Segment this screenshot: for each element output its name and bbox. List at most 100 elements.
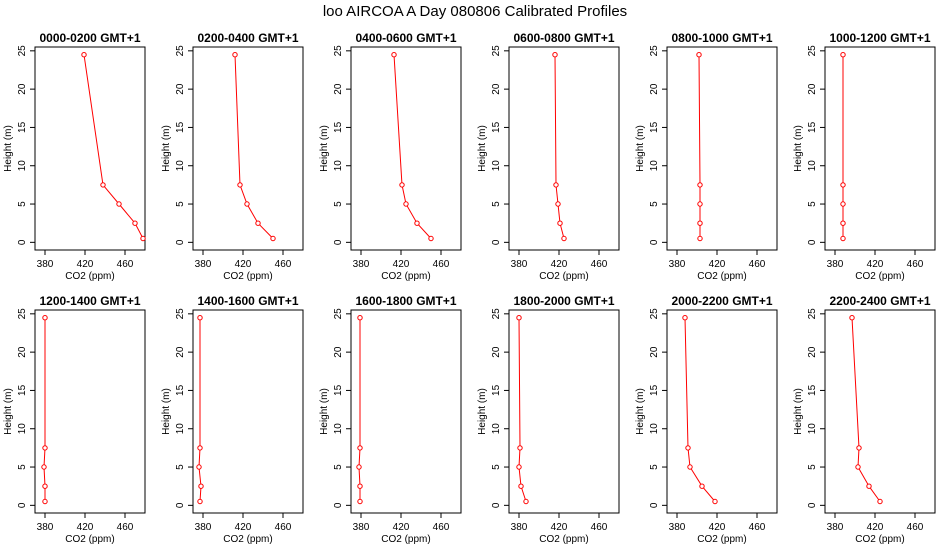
panel-10-ytick-label: 20 (491, 346, 502, 358)
panel-1-data-point (100, 182, 106, 188)
panel-5-data-point (697, 220, 703, 226)
panel-7-xtick-label: 460 (117, 522, 134, 533)
panel-8-ytick-label: 20 (175, 346, 186, 358)
panel-11-xtick-label: 460 (749, 522, 766, 533)
panel-6-data-point (840, 201, 846, 207)
panel-3-ytick-label: 15 (333, 121, 344, 133)
panel-3-title: 0400-0600 GMT+1 (355, 31, 456, 45)
panel-7-profile-line (43, 317, 46, 502)
panel-2-data-point (232, 52, 238, 58)
panel-10-title: 1800-2000 GMT+1 (513, 294, 614, 308)
panel-2-xtick-label: 380 (195, 259, 212, 270)
panel-11-data-point (685, 445, 691, 451)
panel-2-xlabel: CO2 (ppm) (223, 271, 272, 282)
panel-7-plot-frame (34, 309, 146, 514)
panel-1-ytick-label: 10 (17, 160, 28, 172)
panel-1-data-point (132, 220, 138, 226)
panel-7-xtick-label: 420 (77, 522, 94, 533)
panel-6-ytick-label: 15 (807, 121, 818, 133)
panel-4-data-point (555, 201, 561, 207)
panel-5-ytick-label: 0 (649, 239, 660, 245)
panel-6-xtick-label: 420 (867, 259, 884, 270)
panel-6-data-point (840, 52, 846, 58)
panel-12-ytick-label: 20 (807, 346, 818, 358)
panel-11-data-point (682, 315, 688, 321)
panel-5-data-point (696, 52, 702, 58)
panel-2-ytick-label: 15 (175, 121, 186, 133)
panel-10-ytick-label: 10 (491, 423, 502, 435)
panel-2-ytick-label: 10 (175, 160, 186, 172)
panel-6-plot-frame (824, 46, 936, 251)
panel-12-ytick-label: 0 (807, 502, 818, 508)
panel-12-ytick-label: 10 (807, 423, 818, 435)
panel-1-ytick-label: 0 (17, 239, 28, 245)
panel-4-data-point (557, 220, 563, 226)
panel-2-data-point (255, 220, 261, 226)
panel-12-ytick-label: 25 (807, 308, 818, 320)
panel-12-ytick-label: 5 (807, 464, 818, 470)
panel-10-xtick-label: 380 (511, 522, 528, 533)
panel-5-xtick-label: 380 (669, 259, 686, 270)
panel-6-data-point (840, 235, 846, 242)
panel-12-data-point (877, 498, 883, 505)
panel-7-ytick-label: 15 (17, 384, 28, 396)
panel-3-data-point (414, 220, 420, 226)
panel-4-plot-frame (508, 46, 620, 251)
panel-8-plot-frame (192, 309, 304, 514)
panel-11-ytick-label: 25 (649, 308, 660, 320)
panel-7-ylabel: Height (m) (3, 388, 14, 435)
panel-11-ytick-label: 0 (649, 502, 660, 508)
panel-4-ytick-label: 20 (491, 83, 502, 95)
panel-2-ytick-label: 20 (175, 83, 186, 95)
panel-12-xtick-label: 460 (907, 522, 924, 533)
panel-5-ytick-label: 20 (649, 83, 660, 95)
panel-8-ytick-label: 5 (175, 464, 186, 470)
panel-3-xtick-label: 460 (433, 259, 450, 270)
panel-5-xlabel: CO2 (ppm) (697, 271, 746, 282)
panel-10-data-point (517, 445, 523, 451)
panel-9-xtick-label: 460 (433, 522, 450, 533)
panel-8-ytick-label: 25 (175, 308, 186, 320)
panel-3-xtick-label: 380 (353, 259, 370, 270)
panel-5-title: 0800-1000 GMT+1 (671, 31, 772, 45)
panel-1-ytick-label: 15 (17, 121, 28, 133)
panel-1-xlabel: CO2 (ppm) (65, 271, 114, 282)
panel-3-data-point (403, 201, 409, 207)
panel-2-data-point (270, 235, 276, 242)
panel-8-profile-line (198, 317, 202, 502)
panel-9-plot-frame (350, 309, 462, 514)
panel-7-data-point (42, 483, 48, 489)
panel-10-ytick-label: 25 (491, 308, 502, 320)
panel-12-xtick-label: 420 (867, 522, 884, 533)
panel-8-data-point (198, 483, 204, 489)
panel-1-ylabel: Height (m) (3, 125, 14, 172)
panel-3-plot-frame (350, 46, 462, 251)
panel-11-title: 2000-2200 GMT+1 (671, 294, 772, 308)
panel-1-xtick-label: 420 (77, 259, 94, 270)
panel-3-xlabel: CO2 (ppm) (381, 271, 430, 282)
panel-8-xtick-label: 380 (195, 522, 212, 533)
panel-10-ytick-label: 5 (491, 464, 502, 470)
panel-10-ytick-label: 0 (491, 502, 502, 508)
panel-1-plot-frame (34, 46, 146, 251)
panel-7-data-point (42, 315, 48, 321)
panel-11-xtick-label: 420 (709, 522, 726, 533)
panel-1-profile-line (83, 54, 144, 239)
panel-2-ylabel: Height (m) (161, 125, 172, 172)
panel-6-ytick-label: 20 (807, 83, 818, 95)
panel-6-ylabel: Height (m) (793, 125, 804, 172)
panel-8-ytick-label: 15 (175, 384, 186, 396)
panel-3-ylabel: Height (m) (319, 125, 330, 172)
panel-12-data-point (856, 445, 862, 451)
panel-9-data-point (357, 498, 363, 505)
panel-10-profile-line (518, 317, 527, 502)
panel-4-ytick-label: 15 (491, 121, 502, 133)
panel-12-profile-line (851, 317, 881, 502)
panel-5-xtick-label: 460 (749, 259, 766, 270)
panel-9-title: 1600-1800 GMT+1 (355, 294, 456, 308)
